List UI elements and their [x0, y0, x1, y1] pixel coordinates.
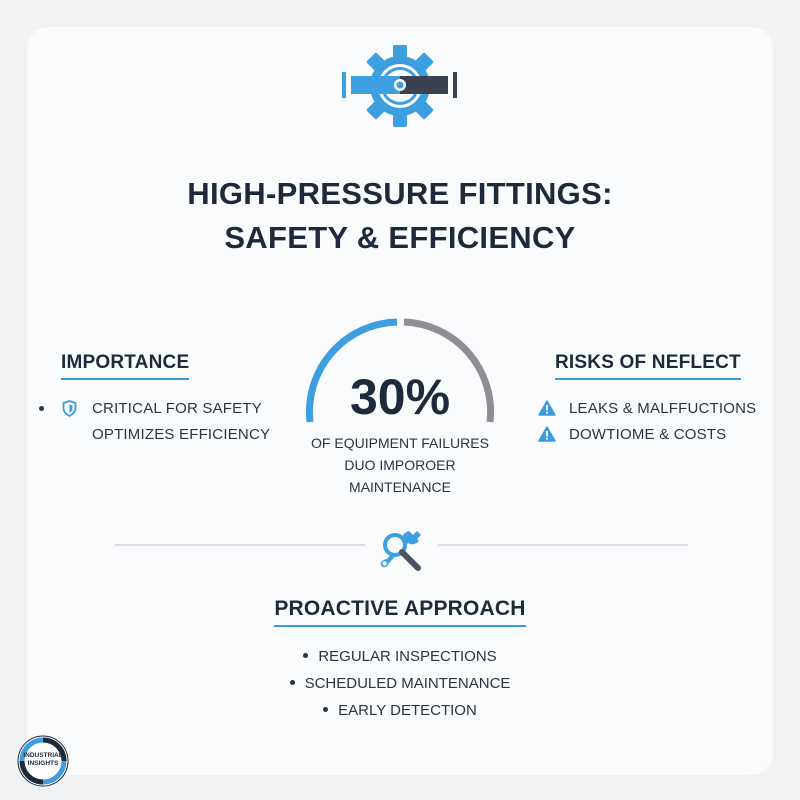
stat-caption-line-1: OF EQUIPMENT FAILURES [311, 435, 489, 451]
stat-caption: OF EQUIPMENT FAILURES DUO IMPOROER MAINT… [290, 432, 510, 498]
proactive-heading: PROACTIVE APPROACH [274, 597, 526, 627]
risks-item-label: LEAKS & MALFFUCTIONS [569, 400, 757, 417]
proactive-item-label: EARLY DETECTION [338, 702, 477, 719]
gear-pipe-icon [330, 42, 470, 132]
stat-caption-line-2: DUO IMPOROER [344, 457, 456, 473]
risks-item-1: LEAKS & MALFFUCTIONS [538, 398, 778, 420]
risks-item-2: DOWTIOME & COSTS [538, 424, 778, 446]
risks-item-label: DOWTIOME & COSTS [569, 426, 727, 443]
gauge-arc [300, 310, 500, 430]
proactive-item-label: REGULAR INSPECTIONS [318, 648, 497, 665]
stat-caption-line-3: MAINTENANCE [349, 479, 451, 495]
warning-icon [538, 400, 556, 421]
proactive-item: EARLY DETECTION [0, 697, 800, 724]
importance-item-1: CRITICAL FOR SAFETY [39, 398, 291, 422]
divider-right [438, 544, 688, 546]
title-line-2: SAFETY & EFFICIENCY [224, 220, 576, 255]
importance-item-2: OPTIMIZES EFFICIENCY [61, 424, 291, 446]
proactive-section: PROACTIVE APPROACH [0, 597, 800, 627]
wrench-magnifier-icon [375, 527, 427, 579]
bullet [39, 406, 44, 411]
importance-section: IMPORTANCE CRITICAL FOR SAFETY OPTIMIZES… [39, 352, 291, 446]
shield-icon [62, 400, 77, 422]
infographic-card [27, 27, 773, 775]
warning-icon [538, 426, 556, 447]
title-line-1: HIGH-PRESSURE FITTINGS: [187, 176, 613, 211]
industrial-insights-badge: INDUSTRIAL INSIGHTS [17, 735, 69, 787]
badge-line-2: INSIGHTS [27, 760, 59, 767]
bullet [303, 652, 309, 658]
bullet [323, 706, 329, 712]
importance-item-label: CRITICAL FOR SAFETY [92, 400, 262, 417]
proactive-item-label: SCHEDULED MAINTENANCE [304, 675, 511, 692]
proactive-item: REGULAR INSPECTIONS [0, 643, 800, 670]
proactive-list: REGULAR INSPECTIONS SCHEDULED MAINTENANC… [0, 643, 800, 724]
page-title: HIGH-PRESSURE FITTINGS: SAFETY & EFFICIE… [0, 172, 800, 260]
importance-heading: IMPORTANCE [61, 352, 190, 380]
divider-left [115, 544, 365, 546]
stat-value: 30% [349, 369, 451, 425]
risks-heading: RISKS OF NEFLECT [555, 352, 741, 380]
risks-section: RISKS OF NEFLECT LEAKS & MALFFUCTIONS DO… [538, 352, 778, 446]
importance-item-label: OPTIMIZES EFFICIENCY [92, 426, 271, 443]
badge-line-1: INDUSTRIAL [23, 752, 63, 759]
bullet [289, 679, 295, 685]
proactive-item: SCHEDULED MAINTENANCE [0, 670, 800, 697]
